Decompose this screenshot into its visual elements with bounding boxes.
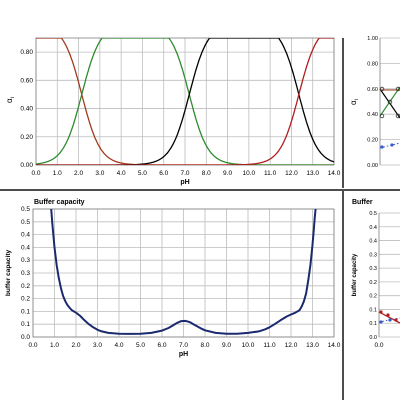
y-tick-label: 0.1 — [21, 321, 30, 328]
x-tick-label: 6.0 — [157, 342, 166, 349]
buffer-capacity-header: Buffer capacity — [34, 199, 85, 206]
y-tick-label: 0.60 — [367, 87, 378, 93]
y-tick-label: 0.2 — [369, 280, 377, 286]
x-tick-label: 14.0 — [328, 342, 341, 349]
y-tick-label: 0.4 — [21, 232, 30, 239]
y-tick-label: 0.3 — [21, 270, 30, 277]
y-tick-label: 0.00 — [367, 163, 378, 169]
y-tick-label: 0.00 — [20, 162, 33, 169]
x-tick-label: 3.0 — [95, 170, 104, 177]
alpha2-curve — [36, 38, 334, 165]
y-axis-label: buffer capacity — [352, 253, 358, 296]
y-tick-label: 0.4 — [369, 239, 377, 245]
dotted-series-marker — [388, 318, 392, 322]
x-tick-label: 0.0 — [28, 342, 37, 349]
y-tick-label: 1.00 — [367, 36, 378, 42]
y-tick-label: 0.60 — [20, 77, 33, 84]
y-axis-label: αi — [349, 99, 360, 105]
buffer-capacity-chart: 0.0 1.0 2.0 3.0 4.0 5.0 6.0 7.0 8.0 9.0 10.0 11.0 12… — [5, 206, 341, 358]
x-tick-label: 2.0 — [71, 342, 80, 349]
x-tick-label: 11.0 — [264, 170, 277, 177]
x-tick-label: 8.0 — [202, 170, 211, 177]
y-tick-label: 0.5 — [21, 219, 30, 226]
y-tick-label: 0.80 — [367, 61, 378, 67]
right-buffer-header: Buffer — [352, 199, 373, 206]
y-tick-label: 0.40 — [20, 106, 33, 113]
x-tick-label: 1.0 — [53, 170, 62, 177]
y-tick-label: 0.3 — [369, 252, 377, 258]
x-tick-label: 5.0 — [138, 170, 147, 177]
dotted-series-marker — [380, 145, 384, 149]
y-tick-label: 0.80 — [20, 49, 33, 56]
panel-divider-vertical-bottom[interactable] — [342, 191, 344, 400]
x-tick-label: 9.0 — [222, 342, 231, 349]
y-tick-label: 0.2 — [21, 283, 30, 290]
y-tick-label: 0.0 — [21, 334, 30, 341]
x-tick-label: 0.0 — [374, 342, 383, 349]
alpha0-curve — [36, 38, 334, 165]
x-tick-label: 7.0 — [179, 342, 188, 349]
data-point-marker — [379, 86, 385, 92]
x-tick-label: 12.0 — [285, 342, 298, 349]
y-tick-label: 0.4 — [369, 225, 377, 231]
y-tick-label: 0.4 — [21, 244, 30, 251]
alpha-fraction-chart: 0.0 1.0 2.0 3.0 4.0 5.0 6.0 7.0 8.0 9.0 10.0 11.0 12… — [5, 37, 341, 186]
y-tick-label: 0.5 — [21, 206, 30, 213]
alpha1-curve — [36, 38, 334, 165]
dotted-series-marker — [379, 320, 383, 324]
right-buffer-chart: 0.5 0.4 0.4 0.3 0.3 0.2 0.2 0.1 0.1 0.00.0 buffer … — [352, 211, 400, 349]
dotted-series-marker — [390, 143, 394, 147]
x-tick-label: 12.0 — [285, 170, 298, 177]
y-tick-label: 0.0 — [369, 335, 377, 341]
x-tick-label: 0.0 — [31, 170, 40, 177]
x-tick-label: 14.0 — [328, 170, 341, 177]
y-tick-label: 0.1 — [369, 321, 377, 327]
right-alpha-chart: 1.00 0.80 0.60 0.40 0.20 0.00 αi — [349, 36, 400, 169]
data-point-marker — [379, 113, 385, 119]
y-tick-label: 0.5 — [369, 211, 377, 217]
x-tick-label: 3.0 — [93, 342, 102, 349]
red-series-marker — [394, 318, 398, 322]
y-tick-label: 0.2 — [21, 296, 30, 303]
y-tick-label: 0.40 — [367, 112, 378, 118]
x-tick-label: 6.0 — [159, 170, 168, 177]
right-green-curve — [379, 86, 400, 117]
x-tick-label: 4.0 — [114, 342, 123, 349]
x-tick-label: 5.0 — [136, 342, 145, 349]
x-tick-label: 7.0 — [180, 170, 189, 177]
y-tick-label: 0.20 — [20, 134, 33, 141]
x-axis-label: pH — [179, 351, 188, 358]
x-tick-label: 2.0 — [74, 170, 83, 177]
y-tick-label: 0.3 — [369, 266, 377, 272]
y-axis-label: buffer capacity — [5, 250, 12, 297]
x-tick-label: 9.0 — [223, 170, 232, 177]
x-tick-label: 1.0 — [50, 342, 59, 349]
x-tick-label: 11.0 — [263, 342, 276, 349]
y-axis-label: αi — [5, 97, 16, 103]
y-tick-label: 0.3 — [21, 257, 30, 264]
x-tick-label: 8.0 — [200, 342, 209, 349]
x-tick-label: 13.0 — [306, 342, 319, 349]
y-tick-label: 0.20 — [367, 138, 378, 144]
x-tick-label: 10.0 — [243, 170, 256, 177]
x-axis-label: pH — [180, 179, 189, 186]
red-series-marker — [386, 313, 390, 317]
y-tick-label: 0.1 — [369, 307, 377, 313]
panel-divider-horizontal[interactable] — [0, 189, 400, 191]
buffer-capacity-curve — [50, 209, 317, 335]
red-series-marker — [379, 310, 383, 314]
plot-frame — [32, 208, 335, 338]
panel-divider-vertical-top[interactable] — [342, 38, 344, 188]
data-point-marker — [387, 99, 393, 105]
y-tick-label: 0.1 — [21, 308, 30, 315]
x-tick-label: 10.0 — [242, 342, 255, 349]
alpha3-curve — [36, 38, 334, 165]
x-tick-label: 13.0 — [306, 170, 319, 177]
y-tick-label: 0.2 — [369, 294, 377, 300]
x-tick-label: 4.0 — [117, 170, 126, 177]
